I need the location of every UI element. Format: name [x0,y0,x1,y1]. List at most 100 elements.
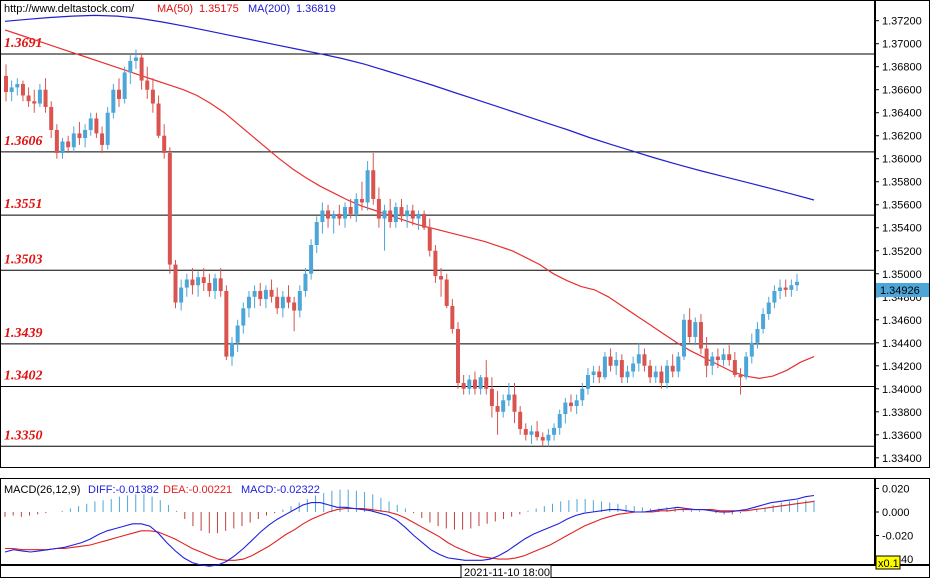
candle-body [738,374,743,378]
candle-body [263,289,268,300]
candle-body [365,170,370,203]
candle-body [795,281,799,286]
macd-title: MACD(26,12,9) [4,484,80,496]
candle-body [766,302,771,315]
candle-body [314,221,319,246]
candle-body [416,213,421,219]
candle-body [529,431,534,435]
candle-body [761,314,766,329]
candle-body [320,210,325,222]
candle-body [427,227,432,251]
y-tick-label: 1.36400 [882,108,922,120]
candle-body [602,356,607,378]
candle-body [563,402,568,415]
candle-body [196,277,201,286]
candle-body [472,379,477,389]
candle-body [376,198,381,219]
candle-body [145,80,150,90]
candle-body [450,305,455,329]
candle-body [574,400,579,407]
candle-body [608,356,613,366]
candle-body [653,371,658,378]
candle-body [732,360,737,375]
y-tick-label: 1.34400 [882,338,922,350]
zoom-button[interactable] [875,555,901,570]
candle-body [128,60,133,73]
candle-body [710,356,715,366]
candle-body [642,354,647,366]
macd-panel [0,478,875,565]
price-axis [875,0,930,468]
candle-body [66,141,71,148]
candle-body [552,427,557,435]
candle-body [478,377,483,389]
y-tick-label: 1.34000 [882,384,922,396]
candle-body [235,325,240,343]
macd-y-tick-label: -0.020 [882,531,913,543]
candle-body [506,394,511,401]
candle-body [343,207,347,219]
candle-body [727,354,732,361]
macd-axis [875,478,930,565]
candle-body [676,356,681,372]
candle-body [631,363,636,372]
candle-body [456,328,460,384]
ma50-value: 1.35175 [199,3,239,15]
candle-body [9,87,14,93]
macd-macd-label: MACD:-0.02322 [241,484,320,496]
candle-body [77,133,82,139]
y-tick-label: 1.34600 [882,315,922,327]
candle-body [49,106,54,130]
candle-body [523,429,528,435]
macd-dea-label: DEA:-0.00221 [163,484,232,496]
candle-body [778,287,783,292]
candle-body [207,282,212,292]
candle-body [88,118,93,130]
last-price-value: 1.34926 [880,285,920,297]
level-label: 1.3402 [4,368,43,383]
candle-body [382,210,387,219]
ma50-label: MA(50) [157,3,193,15]
candle-body [37,89,42,104]
y-tick-label: 1.36800 [882,62,922,74]
y-tick-label: 1.35800 [882,177,922,189]
candle-body [670,365,675,372]
level-label: 1.3606 [4,134,43,149]
candle-body [648,365,653,378]
candle-body [359,198,364,203]
candle-body [772,291,777,303]
candle-body [693,322,698,338]
candle-body [111,89,116,113]
candle-body [150,89,155,104]
candle-body [405,210,410,217]
level-label: 1.3439 [4,326,43,341]
candle-body [60,141,65,153]
candle-body [280,296,285,309]
candle-body [715,356,720,361]
level-label: 1.3691 [4,36,43,51]
last-price-tag [876,283,929,297]
y-tick-label: 1.33800 [882,407,922,419]
diff-line [4,494,815,567]
candle-body [105,112,110,145]
candle-body [71,133,76,148]
candle-body [292,302,297,311]
candle-body [698,322,703,349]
candle-body [354,198,359,214]
candle-body [269,289,274,297]
candle-body [518,411,523,430]
candle-body [682,319,686,357]
candle-body [444,279,449,306]
candle-body [619,360,624,378]
candle-body [213,278,218,292]
ma200-line [4,14,815,201]
candle-body [15,83,20,88]
candle-body [546,434,551,441]
candle-body [201,277,206,283]
candle-body [399,207,404,217]
candle-body [326,210,331,219]
candle-body [704,348,709,366]
candle-body [484,377,489,389]
level-label: 1.3503 [4,252,43,267]
